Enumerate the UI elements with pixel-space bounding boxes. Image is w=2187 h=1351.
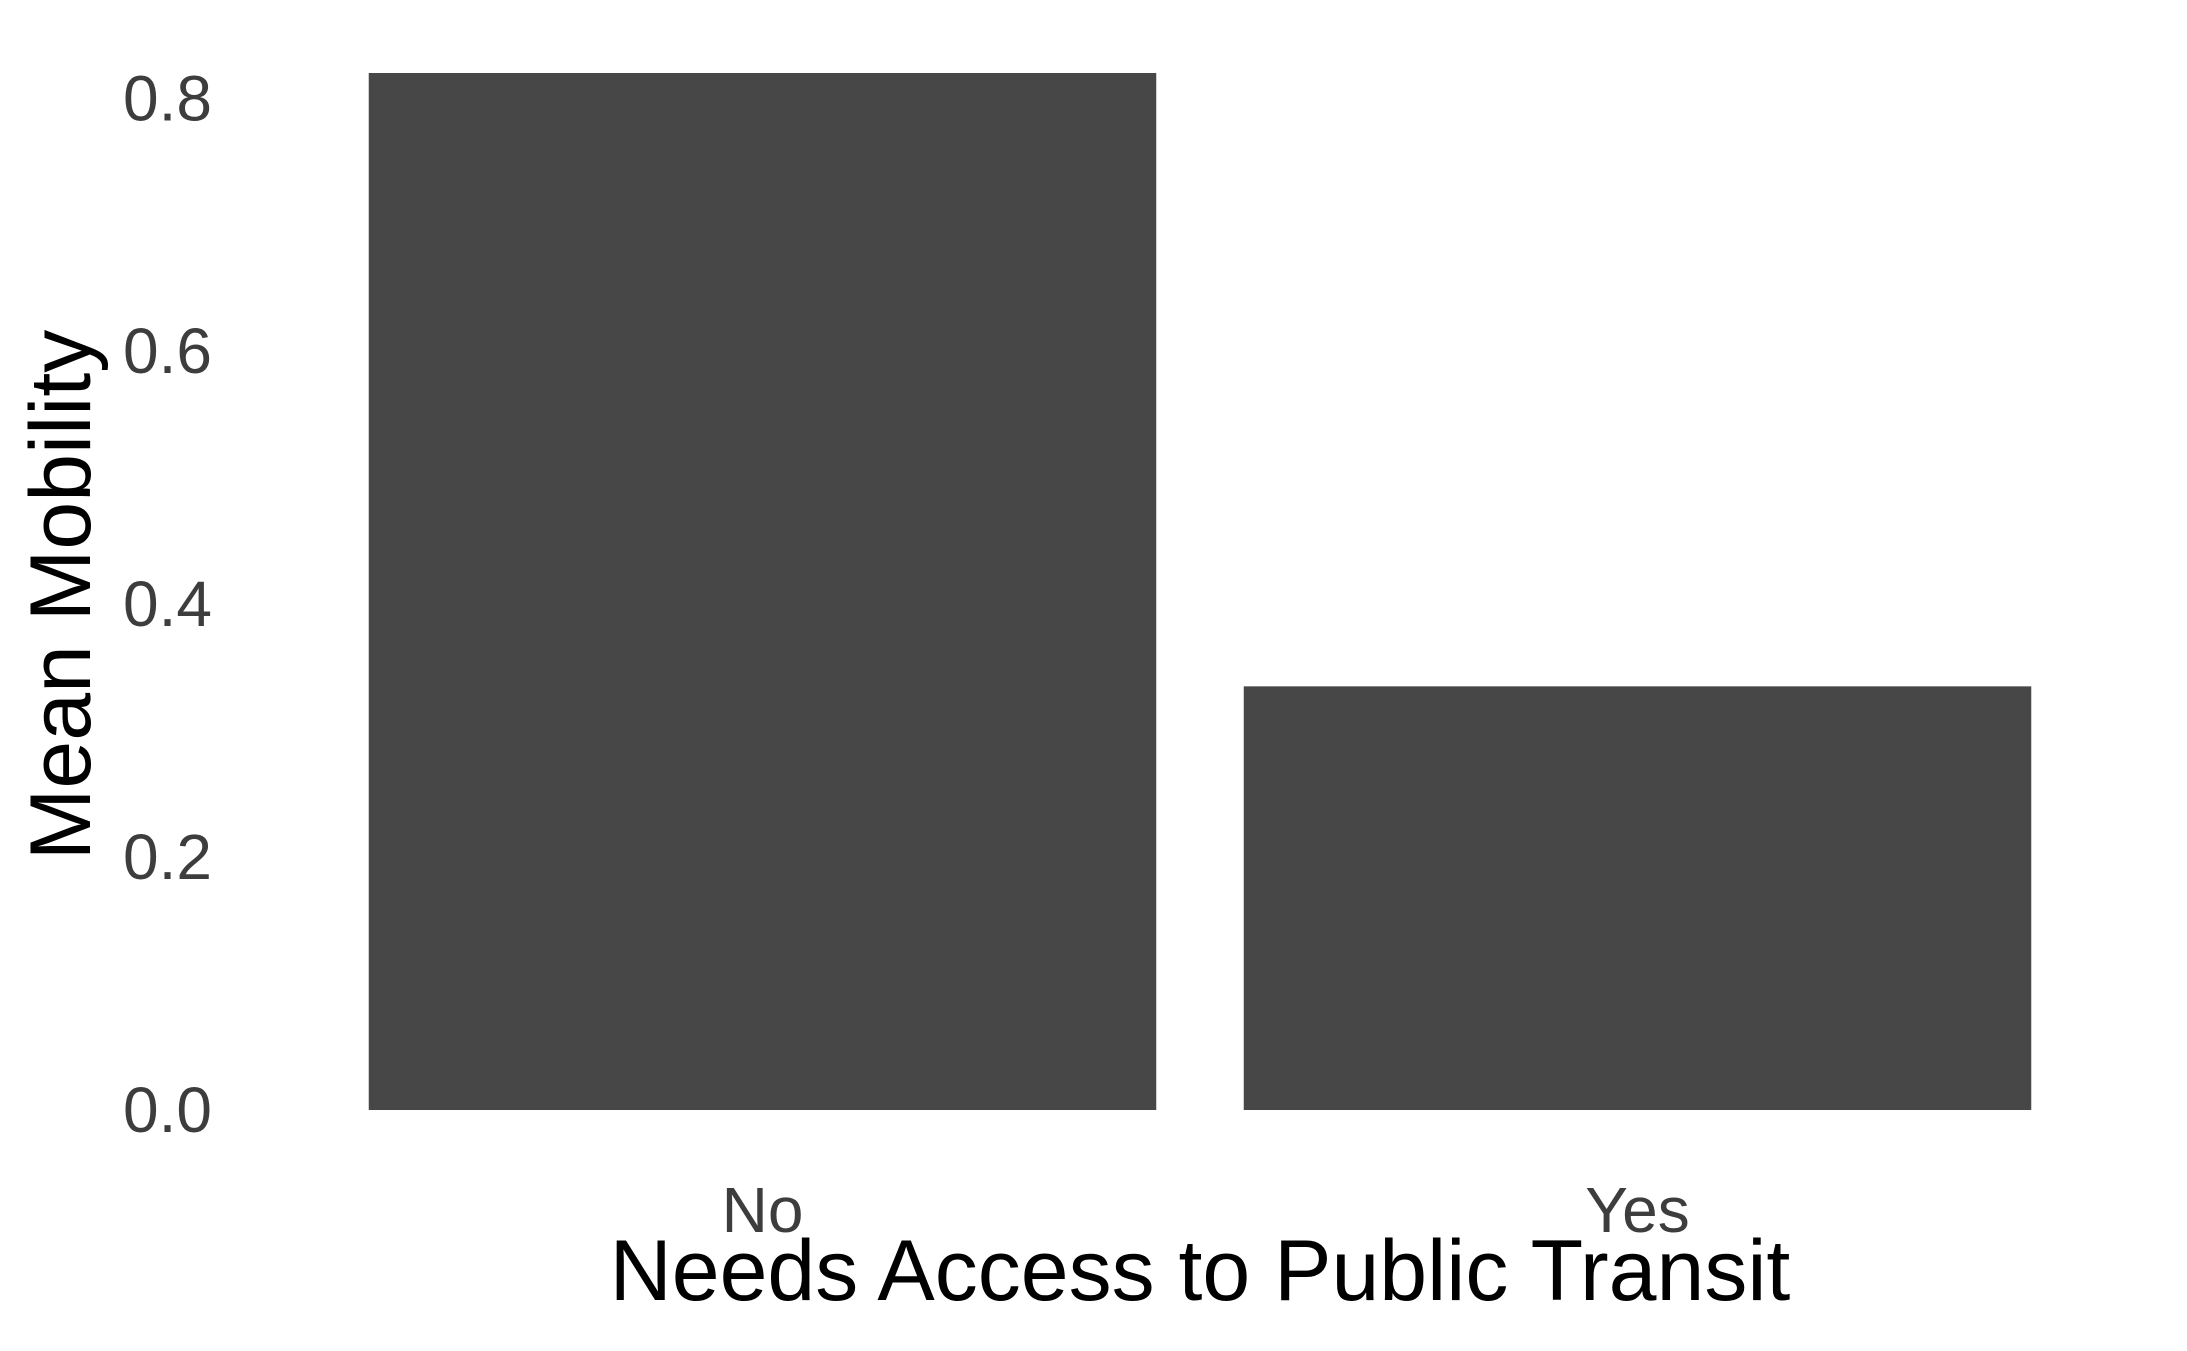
y-tick-label: 0.4 — [123, 568, 212, 640]
x-tick-label-yes: Yes — [1585, 1174, 1689, 1246]
y-tick-label: 0.6 — [123, 315, 212, 387]
x-axis-ticks: No Yes — [722, 1174, 1690, 1246]
y-tick-label: 0.2 — [123, 821, 212, 893]
y-tick-label: 0.8 — [123, 62, 212, 134]
bars — [368, 73, 2032, 1110]
bar-yes — [1243, 686, 2032, 1110]
y-axis-title: Mean Mobility — [13, 330, 109, 861]
x-axis-title: Needs Access to Public Transit — [610, 1223, 1791, 1319]
x-tick-label-no: No — [722, 1174, 804, 1246]
y-axis-ticks: 0.0 0.2 0.4 0.6 0.8 — [123, 62, 212, 1146]
y-tick-label: 0.0 — [123, 1074, 212, 1146]
bar-no — [368, 73, 1157, 1110]
